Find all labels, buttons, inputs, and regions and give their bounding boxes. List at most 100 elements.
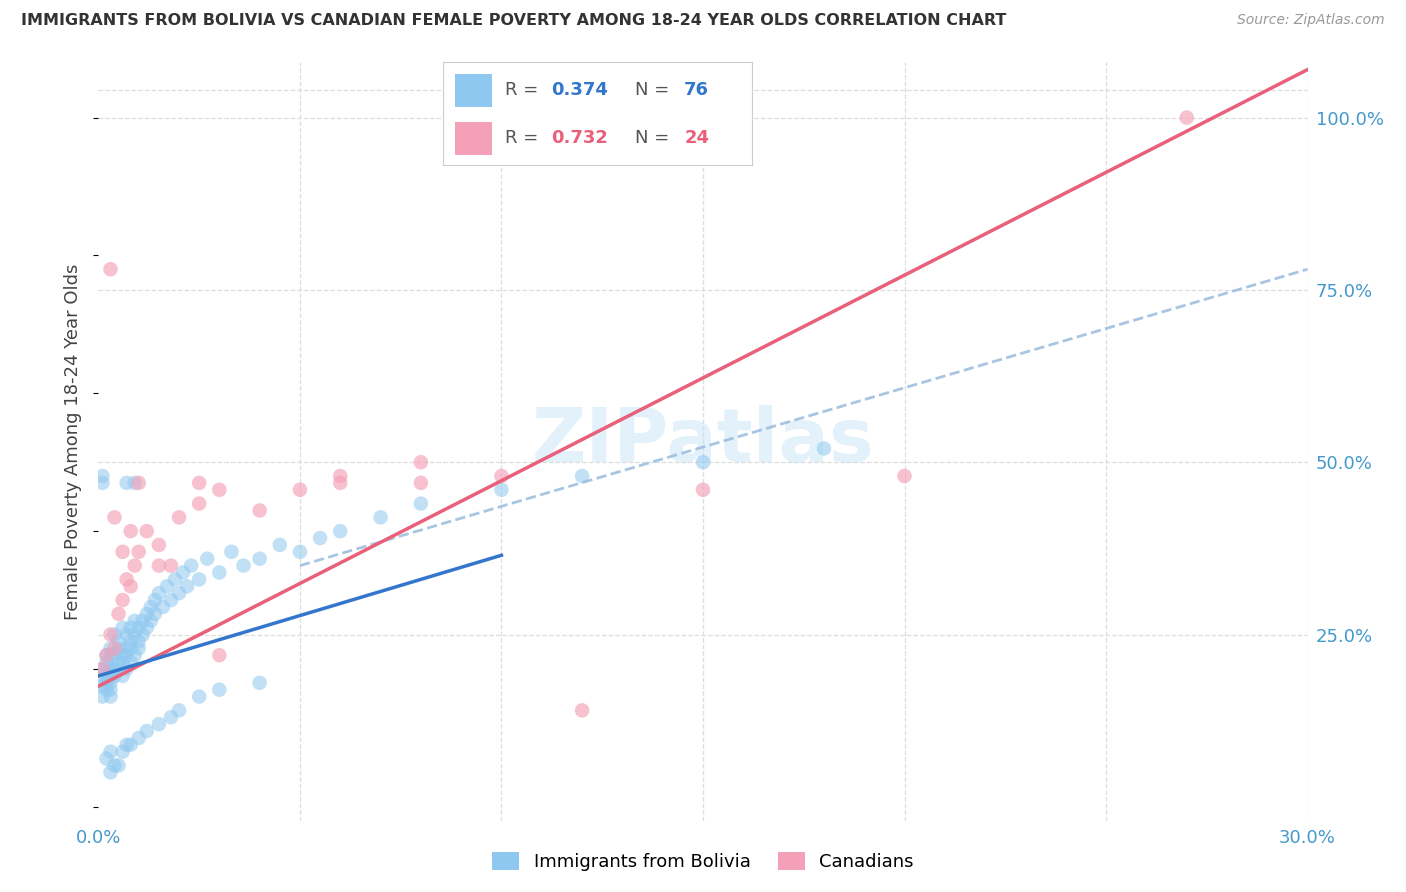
Point bbox=[249, 675, 271, 690]
Point bbox=[120, 621, 142, 635]
Point bbox=[91, 662, 114, 676]
Point bbox=[128, 475, 150, 490]
Point bbox=[103, 641, 125, 656]
Point bbox=[172, 566, 194, 580]
Point bbox=[195, 551, 218, 566]
Text: 24: 24 bbox=[685, 129, 709, 147]
Point bbox=[107, 641, 129, 656]
Point bbox=[208, 648, 231, 663]
Point bbox=[288, 483, 311, 497]
Point bbox=[143, 607, 166, 621]
Point bbox=[96, 648, 118, 663]
Text: 0.732: 0.732 bbox=[551, 129, 607, 147]
Point bbox=[160, 558, 183, 573]
Point bbox=[111, 621, 134, 635]
Point bbox=[100, 675, 122, 690]
Point bbox=[329, 475, 352, 490]
Point bbox=[100, 669, 122, 683]
Point bbox=[111, 593, 134, 607]
Point bbox=[188, 475, 211, 490]
Point bbox=[100, 745, 122, 759]
Text: N =: N = bbox=[634, 129, 675, 147]
Point bbox=[249, 503, 271, 517]
Point bbox=[370, 510, 392, 524]
Point bbox=[120, 738, 142, 752]
Point bbox=[96, 682, 118, 697]
Point bbox=[143, 593, 166, 607]
Point bbox=[124, 475, 146, 490]
Point bbox=[96, 655, 118, 669]
Point bbox=[96, 751, 118, 765]
Point bbox=[115, 475, 138, 490]
Point bbox=[107, 662, 129, 676]
Text: ZIPatlas: ZIPatlas bbox=[531, 405, 875, 478]
Point bbox=[128, 641, 150, 656]
Point bbox=[409, 475, 432, 490]
Point bbox=[409, 455, 432, 469]
Point bbox=[152, 599, 174, 614]
Point bbox=[221, 545, 243, 559]
Point bbox=[100, 641, 122, 656]
Point bbox=[103, 648, 125, 663]
Text: 0.374: 0.374 bbox=[551, 81, 607, 99]
Point bbox=[135, 607, 157, 621]
Point bbox=[91, 679, 114, 693]
Point bbox=[148, 586, 170, 600]
Point bbox=[120, 655, 142, 669]
Point bbox=[111, 545, 134, 559]
Point bbox=[491, 469, 513, 483]
Point bbox=[135, 621, 157, 635]
Point bbox=[208, 566, 231, 580]
Point bbox=[103, 669, 125, 683]
Point bbox=[124, 627, 146, 641]
Point bbox=[148, 538, 170, 552]
Point bbox=[120, 641, 142, 656]
Legend: Immigrants from Bolivia, Canadians: Immigrants from Bolivia, Canadians bbox=[485, 845, 921, 879]
Point bbox=[167, 586, 190, 600]
Point bbox=[491, 483, 513, 497]
Point bbox=[813, 442, 835, 456]
Text: 76: 76 bbox=[685, 81, 709, 99]
Y-axis label: Female Poverty Among 18-24 Year Olds: Female Poverty Among 18-24 Year Olds bbox=[65, 263, 83, 620]
Point bbox=[103, 510, 125, 524]
Point bbox=[107, 758, 129, 772]
Point bbox=[100, 690, 122, 704]
Point bbox=[692, 483, 714, 497]
Point bbox=[188, 497, 211, 511]
Point bbox=[132, 627, 155, 641]
Point bbox=[103, 627, 125, 641]
Text: N =: N = bbox=[634, 81, 675, 99]
Point bbox=[100, 765, 122, 780]
Point bbox=[571, 703, 593, 717]
Text: R =: R = bbox=[505, 81, 544, 99]
Point bbox=[167, 703, 190, 717]
Point bbox=[115, 648, 138, 663]
Point bbox=[128, 621, 150, 635]
Point bbox=[111, 745, 134, 759]
Point bbox=[100, 648, 122, 663]
Point bbox=[1175, 111, 1198, 125]
Point bbox=[180, 558, 202, 573]
Point bbox=[115, 641, 138, 656]
Point bbox=[91, 669, 114, 683]
Point bbox=[111, 648, 134, 663]
Point bbox=[115, 662, 138, 676]
Point bbox=[124, 558, 146, 573]
Point bbox=[208, 682, 231, 697]
FancyBboxPatch shape bbox=[456, 74, 492, 106]
Point bbox=[111, 655, 134, 669]
Point bbox=[100, 682, 122, 697]
Point bbox=[91, 475, 114, 490]
Point bbox=[176, 579, 198, 593]
Point bbox=[128, 545, 150, 559]
Point bbox=[329, 524, 352, 538]
Point bbox=[91, 662, 114, 676]
Point bbox=[115, 738, 138, 752]
Point bbox=[135, 724, 157, 739]
Point bbox=[115, 573, 138, 587]
Point bbox=[128, 731, 150, 745]
Point bbox=[288, 545, 311, 559]
Point bbox=[148, 558, 170, 573]
Point bbox=[100, 627, 122, 641]
Point bbox=[309, 531, 332, 545]
